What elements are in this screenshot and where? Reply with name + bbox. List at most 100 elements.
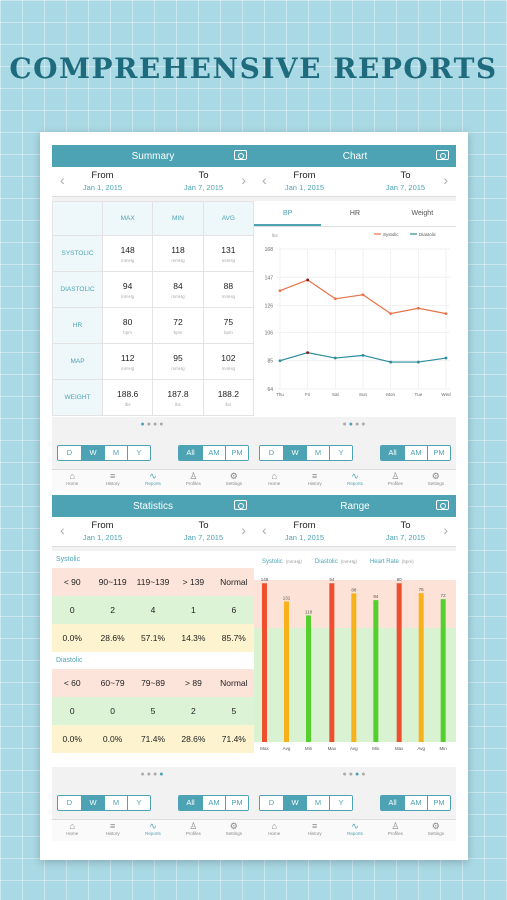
- chevron-left-icon[interactable]: ‹: [262, 172, 267, 188]
- page-dot[interactable]: ●: [140, 771, 147, 778]
- from-date[interactable]: From Jan 1, 2015: [52, 517, 153, 546]
- tab-history[interactable]: ≡ History: [92, 470, 132, 491]
- tab-reports[interactable]: ∿ Reports: [133, 470, 173, 491]
- page-dot[interactable]: ●: [342, 421, 349, 428]
- page-dot[interactable]: ●: [159, 771, 166, 778]
- from-date[interactable]: From Jan 1, 2015: [254, 167, 355, 196]
- filter-time-all[interactable]: All: [179, 446, 202, 460]
- filter-time-am[interactable]: AM: [404, 796, 427, 810]
- tab-bp[interactable]: BP: [254, 201, 322, 226]
- filter-time-am[interactable]: AM: [404, 446, 427, 460]
- filter-period-d[interactable]: D: [260, 446, 283, 460]
- tab-reports[interactable]: ∿ Reports: [335, 820, 375, 841]
- tab-profiles[interactable]: ♙ Profiles: [375, 820, 415, 841]
- tab-settings[interactable]: ⚙ Settings: [214, 470, 254, 491]
- page-dot[interactable]: ●: [355, 421, 362, 428]
- time-segmented[interactable]: All AM PM: [178, 445, 249, 461]
- tab-reports[interactable]: ∿ Reports: [335, 470, 375, 491]
- to-date[interactable]: To Jan 7, 2015: [355, 517, 456, 546]
- time-segmented[interactable]: All AM PM: [380, 795, 451, 811]
- filter-period-d[interactable]: D: [260, 796, 283, 810]
- camera-icon[interactable]: [436, 500, 449, 510]
- filter-period-w[interactable]: W: [81, 796, 104, 810]
- page-dot[interactable]: ●: [342, 771, 349, 778]
- tab-hr[interactable]: HR: [349, 210, 361, 217]
- time-segmented[interactable]: All AM PM: [380, 445, 451, 461]
- page-indicator[interactable]: ●●●●: [254, 771, 456, 778]
- time-segmented[interactable]: All AM PM: [178, 795, 249, 811]
- tab-history[interactable]: ≡ History: [294, 820, 334, 841]
- chevron-right-icon[interactable]: ›: [241, 172, 246, 188]
- tab-settings[interactable]: ⚙ Settings: [416, 820, 456, 841]
- page-dot[interactable]: ●: [355, 771, 362, 778]
- filter-period-w[interactable]: W: [81, 446, 104, 460]
- filter-period-y[interactable]: Y: [329, 446, 352, 460]
- page-indicator[interactable]: ●●●●: [52, 771, 254, 778]
- page-dot[interactable]: ●: [348, 421, 355, 428]
- filter-period-y[interactable]: Y: [127, 796, 150, 810]
- chevron-right-icon[interactable]: ›: [443, 172, 448, 188]
- tab-profiles[interactable]: ♙ Profiles: [173, 470, 213, 491]
- filter-time-all[interactable]: All: [179, 796, 202, 810]
- filter-period-d[interactable]: D: [58, 796, 81, 810]
- filter-period-d[interactable]: D: [58, 446, 81, 460]
- chevron-left-icon[interactable]: ‹: [262, 522, 267, 538]
- page-dot[interactable]: ●: [159, 421, 166, 428]
- camera-icon[interactable]: [234, 500, 247, 510]
- tab-weight[interactable]: Weight: [411, 210, 434, 217]
- filter-time-all[interactable]: All: [381, 446, 404, 460]
- from-date[interactable]: From Jan 1, 2015: [254, 517, 355, 546]
- to-date[interactable]: To Jan 7, 2015: [153, 517, 254, 546]
- to-date[interactable]: To Jan 7, 2015: [355, 167, 456, 196]
- tab-home[interactable]: ⌂ Home: [254, 820, 294, 841]
- camera-icon[interactable]: [234, 150, 247, 160]
- tab-settings[interactable]: ⚙ Settings: [214, 820, 254, 841]
- page-dot[interactable]: ●: [146, 421, 153, 428]
- page-dot[interactable]: ●: [153, 421, 160, 428]
- filter-period-w[interactable]: W: [283, 796, 306, 810]
- tab-history[interactable]: ≡ History: [92, 820, 132, 841]
- page-dot[interactable]: ●: [146, 771, 153, 778]
- tab-home[interactable]: ⌂ Home: [52, 470, 92, 491]
- filter-time-pm[interactable]: PM: [225, 796, 248, 810]
- camera-icon[interactable]: [436, 150, 449, 160]
- chevron-right-icon[interactable]: ›: [443, 522, 448, 538]
- filter-time-pm[interactable]: PM: [427, 446, 450, 460]
- from-date[interactable]: From Jan 1, 2015: [52, 167, 153, 196]
- filter-period-m[interactable]: M: [306, 796, 329, 810]
- filter-period-w[interactable]: W: [283, 446, 306, 460]
- page-dot[interactable]: ●: [361, 421, 368, 428]
- tab-history[interactable]: ≡ History: [294, 470, 334, 491]
- filter-time-am[interactable]: AM: [202, 446, 225, 460]
- chevron-left-icon[interactable]: ‹: [60, 522, 65, 538]
- chevron-left-icon[interactable]: ‹: [60, 172, 65, 188]
- tab-home[interactable]: ⌂ Home: [254, 470, 294, 491]
- filter-period-m[interactable]: M: [104, 446, 127, 460]
- tab-reports[interactable]: ∿ Reports: [133, 820, 173, 841]
- page-indicator[interactable]: ●●●●: [254, 421, 456, 428]
- filter-time-am[interactable]: AM: [202, 796, 225, 810]
- filter-period-m[interactable]: M: [104, 796, 127, 810]
- filter-time-all[interactable]: All: [381, 796, 404, 810]
- page-indicator[interactable]: ●●●●: [52, 421, 254, 428]
- filter-period-y[interactable]: Y: [127, 446, 150, 460]
- page-dot[interactable]: ●: [140, 421, 147, 428]
- filter-period-y[interactable]: Y: [329, 796, 352, 810]
- filter-time-pm[interactable]: PM: [225, 446, 248, 460]
- chevron-right-icon[interactable]: ›: [241, 522, 246, 538]
- tab-profiles[interactable]: ♙ Profiles: [173, 820, 213, 841]
- page-dot[interactable]: ●: [361, 771, 368, 778]
- filter-time-pm[interactable]: PM: [427, 796, 450, 810]
- tab-home[interactable]: ⌂ Home: [52, 820, 92, 841]
- legend-systolic: Systolic: [262, 558, 283, 565]
- filter-period-m[interactable]: M: [306, 446, 329, 460]
- to-date[interactable]: To Jan 7, 2015: [153, 167, 254, 196]
- page-dot[interactable]: ●: [153, 771, 160, 778]
- tab-settings[interactable]: ⚙ Settings: [416, 470, 456, 491]
- tab-profiles[interactable]: ♙ Profiles: [375, 470, 415, 491]
- page-dot[interactable]: ●: [348, 771, 355, 778]
